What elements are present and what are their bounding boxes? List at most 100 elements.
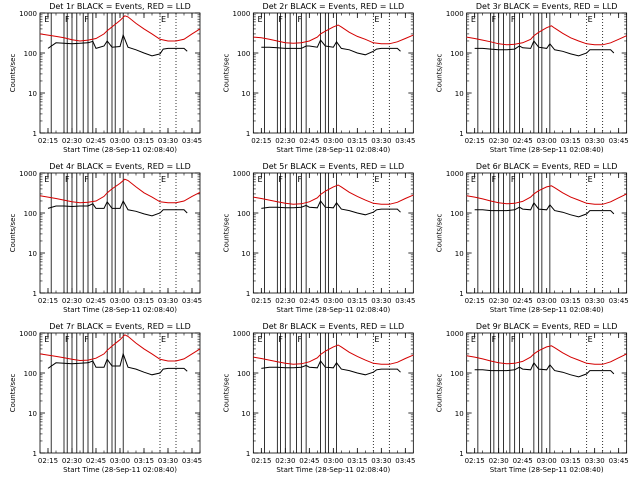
series-line-events	[47, 199, 188, 217]
y-tick-label: 1000	[19, 330, 37, 338]
x-tick-label: 03:00	[537, 297, 557, 305]
marker-label: F	[492, 335, 497, 344]
x-tick-label: 03:45	[609, 457, 629, 465]
marker-label: F	[84, 15, 89, 24]
y-tick-label: 10	[241, 250, 250, 258]
x-tick-label: 02:45	[513, 297, 533, 305]
x-tick-label: 03:45	[395, 137, 415, 145]
series-line-lld	[39, 15, 201, 42]
x-tick-label: 03:00	[110, 137, 130, 145]
series-line-lld	[253, 184, 414, 205]
marker-label: E	[588, 175, 593, 184]
marker-label: E	[374, 335, 379, 344]
x-tick-label: 03:00	[323, 457, 343, 465]
x-tick-label: 02:15	[251, 137, 271, 145]
x-tick-label: 02:45	[299, 297, 319, 305]
y-axis-label: Counts/sec	[436, 214, 444, 253]
marker-label: F	[65, 335, 70, 344]
series-line-events	[47, 33, 188, 57]
x-tick-label: 02:45	[299, 137, 319, 145]
x-axis-label: Start Time (28-Sep-11 02:08:40)	[490, 146, 604, 154]
x-axis-label: Start Time (28-Sep-11 02:08:40)	[276, 146, 390, 154]
x-tick-label: 02:45	[86, 457, 106, 465]
marker-label: E	[44, 175, 49, 184]
x-tick-label: 03:45	[609, 297, 629, 305]
series-line-events	[261, 200, 401, 216]
x-axis-label: Start Time (28-Sep-11 02:08:40)	[63, 306, 177, 314]
y-axis-label: Counts/sec	[9, 214, 17, 253]
y-tick-label: 1000	[19, 170, 37, 178]
x-tick-label: 03:15	[134, 137, 154, 145]
y-tick-label: 1000	[233, 10, 251, 18]
series-line-events	[474, 40, 615, 57]
y-tick-label: 100	[24, 50, 37, 58]
x-tick-label: 03:30	[585, 297, 605, 305]
x-tick-label: 03:00	[110, 457, 130, 465]
x-tick-label: 03:30	[158, 297, 178, 305]
y-tick-label: 1	[459, 130, 463, 138]
x-tick-label: 03:45	[182, 137, 202, 145]
marker-label: E	[258, 335, 263, 344]
y-tick-label: 1	[33, 450, 37, 458]
x-axis-label: Start Time (28-Sep-11 02:08:40)	[276, 466, 390, 474]
marker-label: E	[471, 335, 476, 344]
y-tick-label: 10	[455, 250, 464, 258]
marker-label: E	[161, 15, 166, 24]
x-tick-label: 03:00	[537, 137, 557, 145]
series-line-lld	[466, 185, 627, 205]
x-tick-label: 03:45	[609, 137, 629, 145]
x-tick-label: 02:30	[62, 137, 82, 145]
y-tick-label: 1000	[446, 170, 464, 178]
x-axis-label: Start Time (28-Sep-11 02:08:40)	[63, 466, 177, 474]
x-tick-label: 03:00	[323, 137, 343, 145]
x-tick-label: 02:45	[86, 297, 106, 305]
x-tick-label: 03:30	[585, 137, 605, 145]
y-tick-label: 10	[455, 410, 464, 418]
y-tick-label: 100	[24, 210, 37, 218]
y-tick-label: 1	[459, 450, 463, 458]
series-line-lld	[253, 24, 414, 45]
chart-title: Det 8r BLACK = Events, RED = LLD	[263, 322, 405, 331]
chart-title: Det 6r BLACK = Events, RED = LLD	[476, 162, 618, 171]
y-axis-label: Counts/sec	[222, 214, 230, 253]
x-tick-label: 02:15	[465, 457, 485, 465]
x-axis-label: Start Time (28-Sep-11 02:08:40)	[63, 146, 177, 154]
x-tick-label: 02:45	[513, 137, 533, 145]
x-tick-label: 03:15	[347, 457, 367, 465]
x-tick-label: 03:00	[323, 297, 343, 305]
marker-label: E	[471, 175, 476, 184]
marker-label: F	[298, 335, 303, 344]
y-tick-label: 1	[246, 130, 250, 138]
series-line-events	[47, 352, 188, 376]
x-tick-label: 02:15	[38, 137, 58, 145]
x-tick-label: 03:30	[158, 137, 178, 145]
marker-label: E	[374, 175, 379, 184]
x-tick-label: 02:30	[275, 297, 295, 305]
x-tick-label: 03:30	[371, 137, 391, 145]
chart-title: Det 9r BLACK = Events, RED = LLD	[476, 322, 618, 331]
y-tick-label: 1000	[446, 10, 464, 18]
x-tick-label: 02:30	[62, 297, 82, 305]
x-tick-label: 02:30	[489, 457, 509, 465]
marker-label: F	[278, 175, 283, 184]
y-tick-label: 10	[455, 90, 464, 98]
y-tick-label: 10	[28, 410, 37, 418]
x-tick-label: 03:30	[158, 457, 178, 465]
x-tick-label: 03:15	[561, 457, 581, 465]
y-tick-label: 100	[237, 50, 250, 58]
series-line-events	[261, 39, 401, 56]
y-tick-label: 100	[450, 370, 463, 378]
y-tick-label: 10	[241, 410, 250, 418]
marker-label: F	[511, 175, 516, 184]
x-tick-label: 02:45	[299, 457, 319, 465]
y-tick-label: 1000	[446, 330, 464, 338]
x-tick-label: 02:15	[251, 297, 271, 305]
y-tick-label: 1000	[233, 330, 251, 338]
marker-label: F	[298, 175, 303, 184]
chart-title: Det 2r BLACK = Events, RED = LLD	[263, 2, 405, 11]
y-tick-label: 1	[459, 290, 463, 298]
marker-label: E	[161, 335, 166, 344]
